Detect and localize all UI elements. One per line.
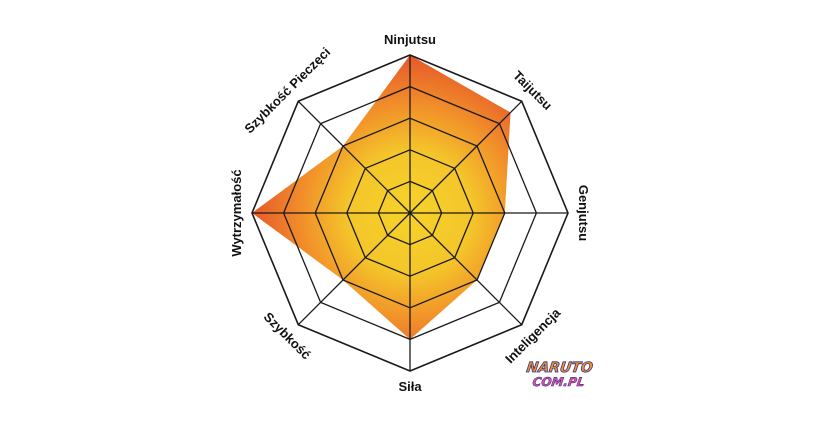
axis-label-3: Genjutsu [576,185,591,241]
axis-label-group-3: Genjutsu [576,185,591,241]
axis-label-1: Ninjutsu [384,32,436,47]
axis-label-group-7: Wytrzymałość [229,169,244,256]
axis-label-5: Siła [398,379,422,394]
grid-spoke-6 [297,212,411,326]
grid-spoke-8 [297,100,411,214]
axis-label-group-1: Ninjutsu [384,32,436,47]
logo-line2: COM.PL [532,375,586,389]
naruto-logo: NARUTO COM.PL [525,360,594,390]
data-area-series-1 [252,55,511,340]
grid-spoke-4 [409,212,523,326]
radar-grid [251,54,569,372]
axis-label-group-5: Siła [398,379,422,394]
axis-label-7: Wytrzymałość [229,169,244,256]
grid-spoke-2 [409,100,523,214]
data-area-layer [252,55,511,340]
logo-line1: NARUTO [525,360,593,376]
